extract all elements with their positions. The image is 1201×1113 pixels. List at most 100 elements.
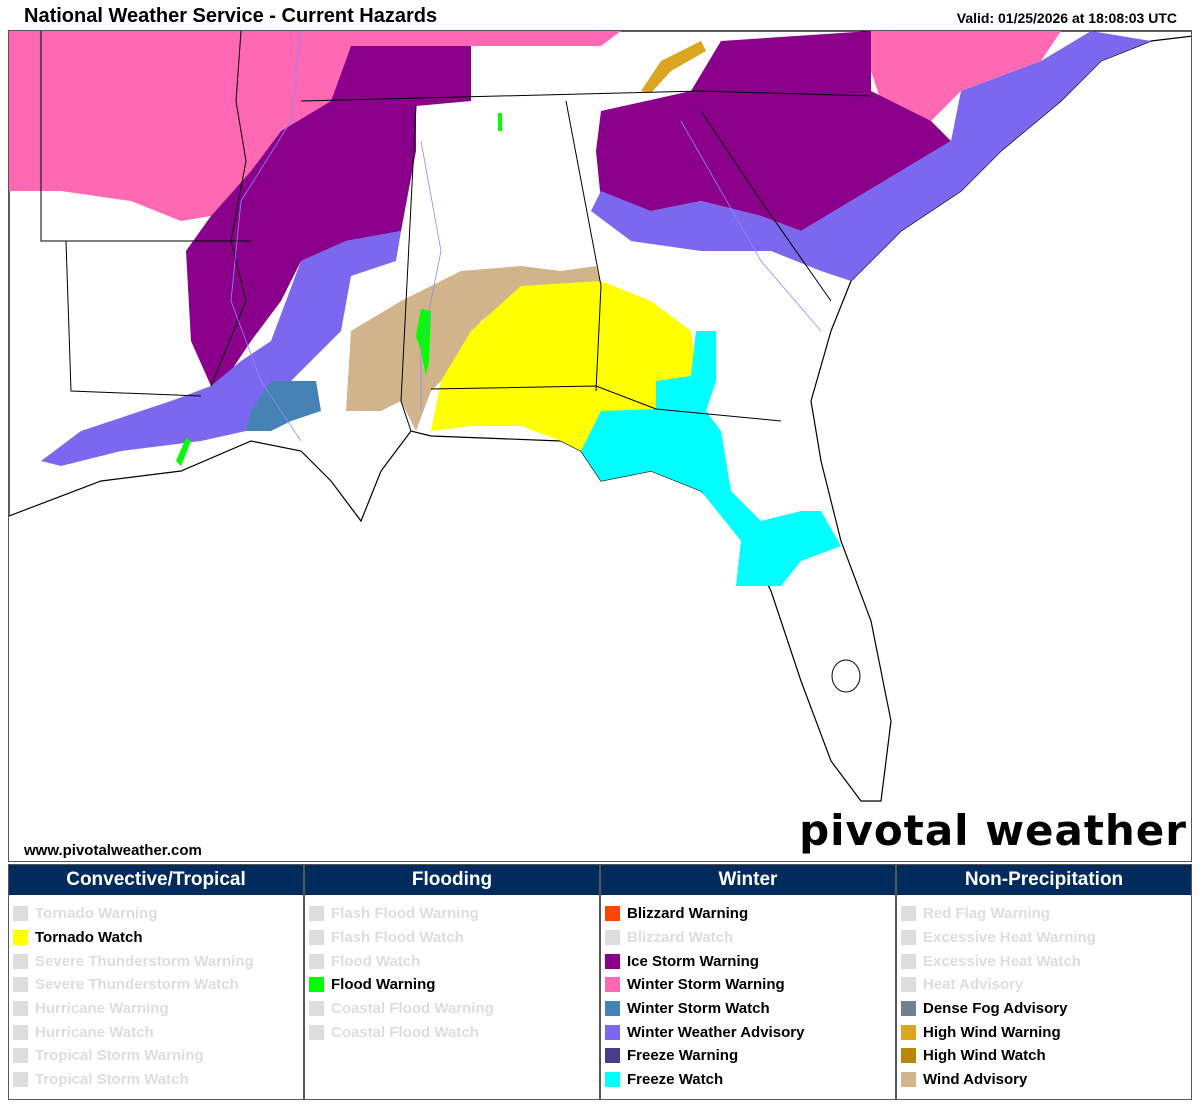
- legend-item[interactable]: Tropical Storm Watch: [9, 1068, 303, 1092]
- legend-label: Hurricane Warning: [35, 1000, 169, 1018]
- legend-item[interactable]: Wind Advisory: [897, 1068, 1191, 1092]
- legend-item[interactable]: Severe Thunderstorm Watch: [9, 973, 303, 997]
- legend-item[interactable]: High Wind Watch: [897, 1044, 1191, 1068]
- legend-swatch: [901, 1024, 916, 1040]
- legend-label: Tornado Warning: [35, 905, 158, 923]
- flood-warning-2: [176, 438, 191, 466]
- legend-label: Coastal Flood Watch: [331, 1023, 479, 1041]
- legend-swatch: [13, 1072, 28, 1088]
- legend-item[interactable]: Winter Storm Watch: [601, 997, 895, 1021]
- legend-label: Dense Fog Advisory: [923, 1000, 1068, 1018]
- legend-label: Severe Thunderstorm Watch: [35, 976, 239, 994]
- high-wind-warning: [641, 41, 706, 93]
- ice-storm-warning-west: [186, 46, 471, 386]
- rivers: [230, 31, 822, 442]
- legend-item[interactable]: Tornado Warning: [9, 902, 303, 926]
- legend-label: Tropical Storm Warning: [35, 1047, 204, 1065]
- legend-swatch: [901, 953, 916, 969]
- legend-item[interactable]: Winter Storm Warning: [601, 973, 895, 997]
- legend-label: Winter Storm Warning: [627, 976, 785, 994]
- legend-item[interactable]: Excessive Heat Watch: [897, 949, 1191, 973]
- legend-item[interactable]: Ice Storm Warning: [601, 949, 895, 973]
- legend-swatch: [13, 1024, 28, 1040]
- legend-swatch: [13, 906, 28, 922]
- legend-column-header: Non-Precipitation: [897, 865, 1191, 895]
- legend-label: Freeze Warning: [627, 1047, 739, 1065]
- legend-swatch: [309, 1024, 324, 1040]
- wind-advisory: [346, 266, 601, 431]
- legend-item[interactable]: Heat Advisory: [897, 973, 1191, 997]
- flood-warning-3: [498, 113, 502, 131]
- winter-storm-warning-west: [9, 31, 621, 221]
- legend-item[interactable]: Tropical Storm Warning: [9, 1044, 303, 1068]
- legend-label: Flash Flood Warning: [331, 905, 479, 923]
- tornado-watch: [431, 281, 696, 451]
- legend-item[interactable]: Flood Watch: [305, 949, 599, 973]
- legend-swatch: [605, 1024, 620, 1040]
- site-url[interactable]: www.pivotalweather.com: [24, 842, 202, 859]
- map-title: National Weather Service - Current Hazar…: [24, 5, 438, 27]
- legend-item[interactable]: Freeze Watch: [601, 1068, 895, 1092]
- legend-swatch: [309, 953, 324, 969]
- legend-column-non-precipitation: Non-Precipitation Red Flag Warning Excessi…: [897, 865, 1191, 1099]
- legend-label: Winter Storm Watch: [627, 1000, 770, 1018]
- legend-label: Excessive Heat Warning: [923, 929, 1096, 947]
- legend-swatch: [309, 1001, 324, 1017]
- legend-label: Blizzard Watch: [627, 929, 734, 947]
- legend-swatch: [901, 1001, 916, 1017]
- hazard-map[interactable]: [8, 30, 1192, 862]
- legend-item[interactable]: Freeze Warning: [601, 1044, 895, 1068]
- legend-item[interactable]: Severe Thunderstorm Warning: [9, 949, 303, 973]
- legend-swatch: [13, 977, 28, 993]
- legend-swatch: [605, 906, 620, 922]
- legend-item[interactable]: High Wind Warning: [897, 1020, 1191, 1044]
- legend-item[interactable]: Winter Weather Advisory: [601, 1020, 895, 1044]
- legend-label: Excessive Heat Watch: [923, 952, 1081, 970]
- legend-swatch: [13, 1048, 28, 1064]
- legend-item[interactable]: Coastal Flood Watch: [305, 1020, 599, 1044]
- legend-label: Tropical Storm Watch: [35, 1071, 189, 1089]
- legend-label: Freeze Watch: [627, 1071, 724, 1089]
- legend-label: Hurricane Watch: [35, 1023, 154, 1041]
- legend-label: High Wind Watch: [923, 1047, 1046, 1065]
- legend-label: Ice Storm Warning: [627, 952, 759, 970]
- legend-item[interactable]: Flash Flood Watch: [305, 926, 599, 950]
- legend-column-header: Convective/Tropical: [9, 865, 303, 895]
- legend-swatch: [901, 977, 916, 993]
- legend-label: Flood Watch: [331, 952, 421, 970]
- legend-swatch: [605, 1072, 620, 1088]
- pivotal-weather-logo: pivotal weather: [799, 806, 1187, 855]
- legend-label: Tornado Watch: [35, 929, 143, 947]
- legend-item[interactable]: Hurricane Watch: [9, 1020, 303, 1044]
- legend-column-winter: Winter Blizzard Warning Blizzard Watch Ice …: [601, 865, 897, 1099]
- flood-warning-1: [416, 309, 431, 376]
- legend-label: Red Flag Warning: [923, 905, 1050, 923]
- lake-okeechobee: [831, 659, 861, 693]
- legend-label: Coastal Flood Warning: [331, 1000, 494, 1018]
- legend-item[interactable]: Dense Fog Advisory: [897, 997, 1191, 1021]
- ice-storm-warning-east: [596, 31, 951, 231]
- legend-label: Severe Thunderstorm Warning: [35, 952, 254, 970]
- winter-storm-warning-east: [871, 31, 1061, 121]
- legend-item[interactable]: Hurricane Warning: [9, 997, 303, 1021]
- legend-item[interactable]: Excessive Heat Warning: [897, 926, 1191, 950]
- valid-time: Valid: 01/25/2026 at 18:08:03 UTC: [956, 10, 1177, 26]
- legend-item[interactable]: Tornado Watch: [9, 926, 303, 950]
- legend-label: Flood Warning: [331, 976, 436, 994]
- legend-item[interactable]: Flood Warning: [305, 973, 599, 997]
- legend-label: Wind Advisory: [923, 1071, 1028, 1089]
- legend-item[interactable]: Blizzard Warning: [601, 902, 895, 926]
- legend-swatch: [901, 1072, 916, 1088]
- legend-item[interactable]: Red Flag Warning: [897, 902, 1191, 926]
- state-borders: [40, 31, 872, 432]
- legend-item[interactable]: Blizzard Watch: [601, 926, 895, 950]
- legend-item[interactable]: Coastal Flood Warning: [305, 997, 599, 1021]
- legend-swatch: [605, 930, 620, 946]
- legend-swatch: [309, 977, 324, 993]
- legend-swatch: [309, 906, 324, 922]
- winter-storm-watch: [246, 381, 321, 431]
- legend-label: High Wind Warning: [923, 1023, 1061, 1041]
- winter-weather-advisory-east: [591, 31, 1151, 281]
- legend-item[interactable]: Flash Flood Warning: [305, 902, 599, 926]
- map-svg: [9, 31, 1191, 802]
